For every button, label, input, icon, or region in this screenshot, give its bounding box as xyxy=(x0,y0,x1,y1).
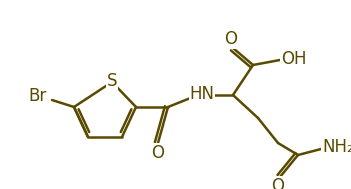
Text: Br: Br xyxy=(29,87,47,105)
Text: OH: OH xyxy=(281,50,307,68)
Text: O: O xyxy=(272,177,285,189)
Text: HN: HN xyxy=(190,85,214,103)
Text: O: O xyxy=(152,144,165,162)
Text: O: O xyxy=(225,30,238,48)
Text: S: S xyxy=(107,72,117,90)
Text: NH₂: NH₂ xyxy=(322,138,351,156)
